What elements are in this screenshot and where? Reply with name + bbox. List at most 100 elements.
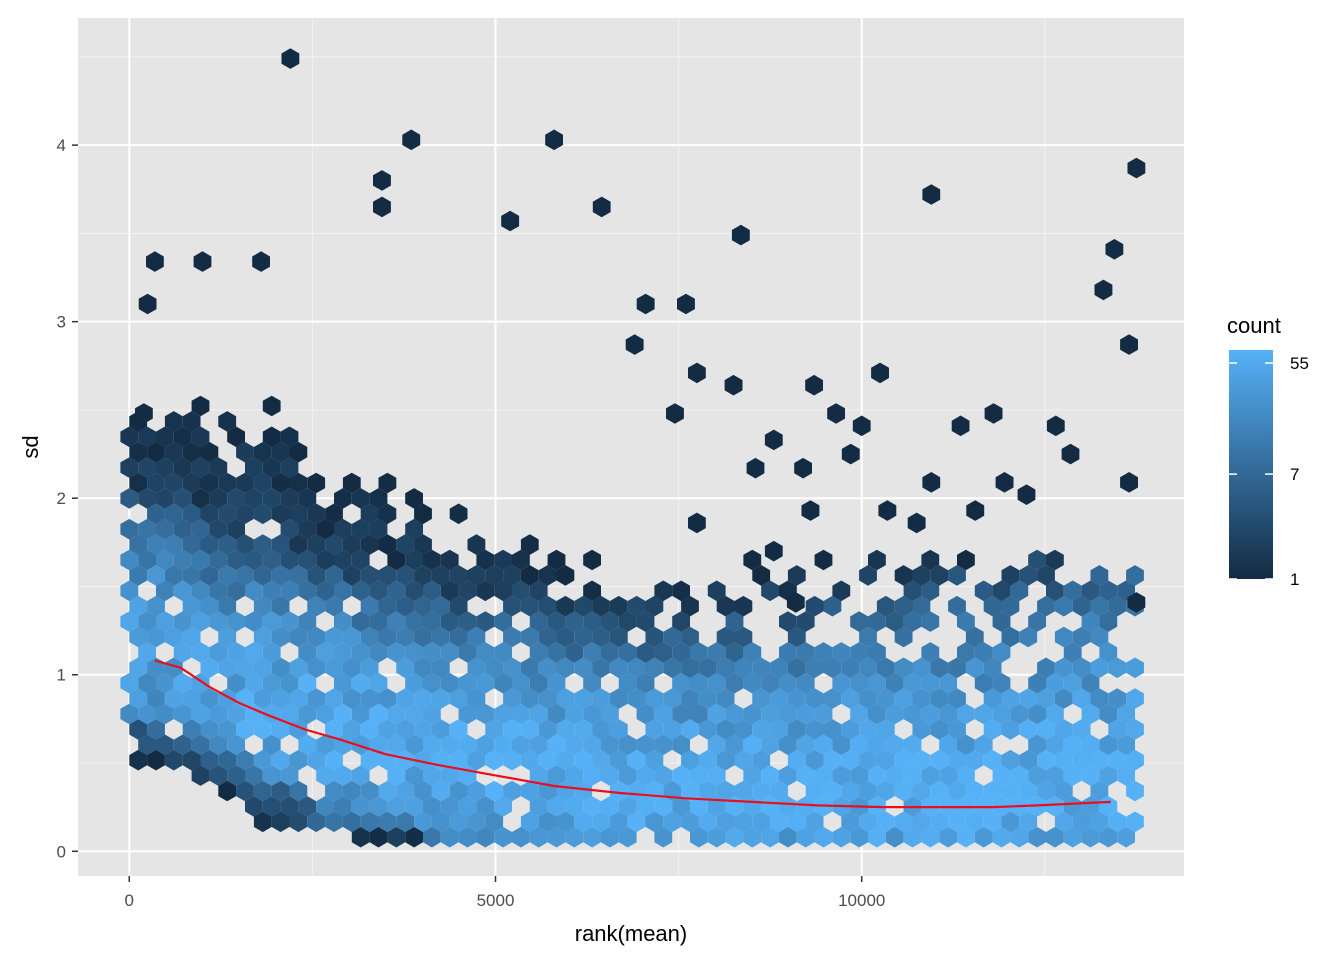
hex-cell — [182, 719, 201, 740]
hex-cell — [298, 734, 317, 756]
hex-cell — [734, 657, 753, 679]
hex-cell — [529, 672, 548, 694]
hex-cell — [164, 411, 183, 432]
hex-cell — [672, 580, 690, 602]
hex-cell — [1028, 549, 1046, 571]
hex-cell — [992, 611, 1011, 632]
hex-cell — [894, 565, 913, 586]
hex-cell — [1081, 611, 1100, 632]
hex-cell — [405, 703, 423, 725]
hex-cell — [182, 565, 201, 586]
hex-cell — [351, 703, 370, 725]
hex-cell — [173, 672, 192, 694]
hex-cell — [520, 811, 539, 833]
hex-cell — [191, 703, 210, 725]
hex-cell — [503, 565, 521, 586]
hex-cell — [378, 688, 397, 709]
hex-cell — [494, 580, 512, 602]
hex-cell — [396, 811, 415, 833]
hex-cell — [512, 672, 530, 694]
hex-cell — [120, 580, 139, 602]
hex-cell — [690, 826, 708, 848]
hex-cell — [974, 580, 993, 602]
hex-cell — [805, 749, 824, 771]
hex-cell — [414, 657, 432, 679]
hex-cell — [378, 472, 397, 494]
hex-cell — [369, 672, 388, 694]
hex-cell — [850, 642, 868, 663]
hex-cell — [992, 642, 1011, 663]
hex-cell — [387, 734, 406, 756]
hex-cell — [200, 472, 219, 494]
hex-cell — [1099, 765, 1118, 786]
hex-cell — [1037, 780, 1055, 802]
hex-cell — [520, 565, 539, 586]
hex-cell — [930, 719, 949, 740]
hex-cell — [734, 811, 753, 833]
hex-cell — [1063, 796, 1082, 817]
hexbin-cells — [120, 395, 1144, 848]
hex-cell — [698, 657, 717, 679]
hex-cell-outlier — [1017, 484, 1036, 505]
hex-cell — [423, 703, 441, 725]
hex-cell — [1037, 688, 1055, 709]
hex-cell — [378, 780, 397, 802]
hex-cell — [325, 657, 343, 679]
hex-cell — [841, 811, 860, 833]
hex-cell — [138, 672, 156, 694]
hex-cell — [351, 672, 370, 694]
hex-cell — [832, 765, 851, 786]
hex-cell — [592, 749, 610, 771]
hex-cell — [156, 672, 174, 694]
isolated-hexbin-cells — [135, 48, 1146, 613]
hex-cell — [654, 734, 673, 756]
hex-cell — [449, 688, 468, 709]
hex-cell — [547, 703, 566, 725]
hex-cell — [414, 565, 432, 586]
hex-cell — [779, 703, 797, 725]
hex-cell — [939, 734, 957, 756]
hex-cell — [351, 580, 370, 602]
hex-cell — [1046, 826, 1064, 848]
hex-cell — [538, 565, 557, 586]
hex-cell — [218, 626, 237, 648]
hex-cell — [627, 749, 646, 771]
hex-cell — [512, 734, 530, 756]
hex-cell — [458, 796, 477, 817]
hex-cell — [734, 749, 753, 771]
hex-cell — [396, 595, 415, 617]
hex-cell — [209, 457, 228, 478]
hex-cell — [342, 626, 361, 648]
hex-cell — [1010, 765, 1029, 786]
hex-cell — [227, 580, 245, 602]
hex-cell — [423, 611, 441, 632]
hex-cell — [440, 826, 459, 848]
hex-cell — [280, 672, 299, 694]
hex-cell — [1072, 657, 1091, 679]
hex-cell-outlier — [995, 472, 1014, 493]
hex-cell — [156, 734, 174, 756]
hex-cell — [547, 796, 566, 817]
hex-cell — [859, 626, 877, 648]
hex-cell — [307, 503, 326, 525]
hex-cell — [396, 534, 415, 555]
hex-cell — [173, 457, 192, 478]
hex-cell — [574, 595, 593, 617]
hex-cell — [1090, 595, 1109, 617]
hex-cell — [529, 826, 548, 848]
hex-cell — [894, 811, 913, 833]
hex-cell — [191, 765, 210, 786]
hex-cell — [449, 626, 468, 648]
hex-cell — [503, 595, 521, 617]
hex-cell — [520, 749, 539, 771]
hex-cell — [716, 688, 735, 709]
hex-cell — [1037, 719, 1055, 740]
hex-cell — [814, 765, 833, 786]
hex-cell — [912, 749, 931, 771]
hex-cell — [467, 811, 486, 833]
hex-cell — [503, 749, 521, 771]
hex-cell — [681, 719, 699, 740]
hex-cell — [894, 595, 913, 617]
hex-cell — [218, 595, 237, 617]
